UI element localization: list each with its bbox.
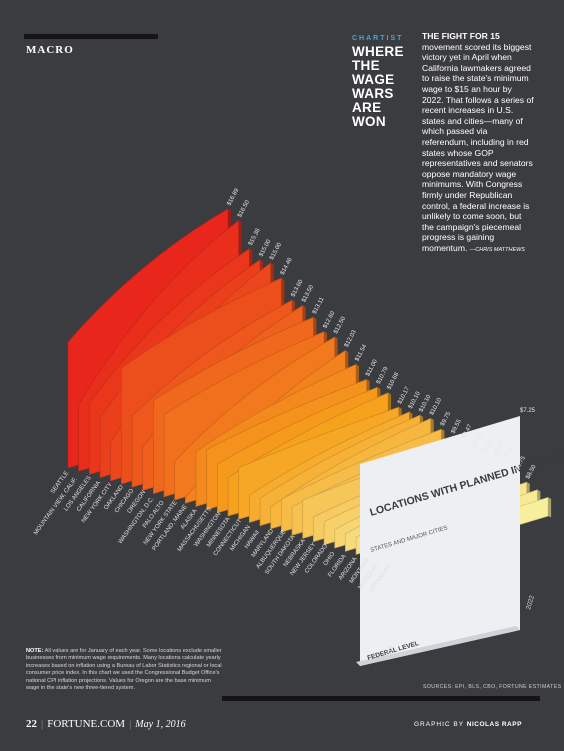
x-label-2022: 2022 xyxy=(525,594,536,610)
footer-left: 22 | FORTUNE.COM | May 1, 2016 xyxy=(26,718,186,730)
end-value-label: $10.79 xyxy=(376,366,390,386)
end-value-label: $16.89 xyxy=(226,187,240,207)
end-value-label: $12.60 xyxy=(322,310,336,330)
end-value-label: $14.46 xyxy=(280,256,294,276)
byline: —CHRIS MATTHEWS xyxy=(469,246,525,253)
magazine-name: FORTUNE.COM xyxy=(47,718,126,730)
federal-value-label: $7.25 xyxy=(520,408,536,414)
end-value-label: $15.00 xyxy=(269,241,283,261)
end-value-label: $13.50 xyxy=(301,284,315,304)
end-value-label: $11.54 xyxy=(355,343,369,362)
sources: SOURCES: EPI, BLS, CBO, FORTUNE ESTIMATE… xyxy=(423,684,562,690)
panel-edge xyxy=(356,626,520,666)
footer-sep: | xyxy=(129,718,132,730)
note-text: All values are for January of each year.… xyxy=(26,648,222,692)
x-label-2016: 2016 xyxy=(384,644,395,660)
end-value-label: $15.36 xyxy=(248,227,262,247)
end-value-label: $16.50 xyxy=(237,199,251,219)
end-value-label: $12.50 xyxy=(333,315,347,335)
end-value-label: $13.60 xyxy=(290,278,304,298)
panel-face xyxy=(360,416,520,666)
end-value-label: $10.10 xyxy=(429,397,443,417)
section-label: MACRO xyxy=(26,44,74,56)
body-copy: movement scored its biggest victory yet … xyxy=(422,41,534,253)
graphic-author: NICOLAS RAPP xyxy=(466,721,522,728)
note-lead: NOTE: xyxy=(26,648,44,654)
end-value-label: $9.55 xyxy=(451,418,464,435)
body-lead: THE FIGHT FOR 15 xyxy=(422,31,500,41)
end-value-label: $10.17 xyxy=(397,386,411,406)
end-value-label: $13.11 xyxy=(312,296,326,315)
bottom-rule xyxy=(222,696,540,701)
note: NOTE: All values are for January of each… xyxy=(26,648,222,692)
end-value-label: $9.75 xyxy=(440,411,453,428)
graphic-credit: GRAPHIC BY NICOLAS RAPP xyxy=(414,721,522,728)
graphic-credit-label: GRAPHIC BY xyxy=(414,721,464,728)
top-rule xyxy=(24,34,158,39)
body-text: THE FIGHT FOR 15 movement scored its big… xyxy=(422,31,534,255)
headline: WHERE THE WAGE WARS ARE WON xyxy=(352,44,404,129)
footer-sep: | xyxy=(41,718,44,730)
end-value-label: $10.68 xyxy=(387,371,401,391)
page-number: 22 xyxy=(26,718,37,730)
wage-layer-edge xyxy=(548,497,552,518)
kicker: CHARTIST xyxy=(352,35,404,42)
end-value-label: $11.00 xyxy=(365,358,379,377)
issue-date: May 1, 2016 xyxy=(135,719,186,730)
end-value-label: $12.03 xyxy=(344,329,358,349)
